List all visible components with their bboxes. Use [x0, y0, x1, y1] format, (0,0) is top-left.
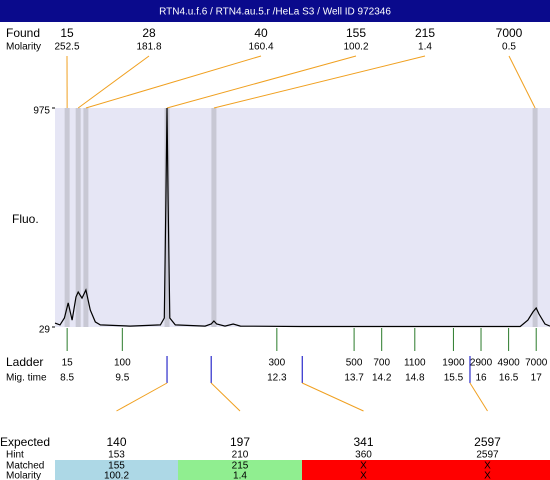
trace [54, 107, 550, 328]
y-tick-label: 29 [39, 325, 51, 336]
found-leader [213, 55, 426, 109]
expected-label: Expected [0, 435, 50, 449]
hint: 360 [355, 450, 372, 461]
found-molarity: 252.5 [54, 42, 79, 53]
found-size: 28 [142, 26, 156, 40]
expected-leader [116, 382, 168, 412]
found-size: 215 [415, 26, 435, 40]
expected-cell [55, 460, 179, 480]
found-leader [85, 55, 262, 109]
expected-cell [302, 460, 426, 480]
ladder-label: Ladder [6, 355, 43, 369]
y-tick-label: 975 [33, 106, 50, 117]
found-molarity: 1.4 [418, 42, 432, 53]
expected-leader [302, 382, 364, 412]
ladder-time-label: Mig. time [6, 373, 47, 384]
hint: 153 [108, 450, 125, 461]
expected-leader [469, 382, 488, 412]
hint: 2597 [476, 450, 499, 461]
header-bar [0, 0, 550, 22]
ladder-time: 14.8 [405, 373, 425, 384]
plot-area [55, 108, 550, 327]
ladder-size: 700 [373, 358, 390, 369]
chart-title: RTN4.u.f.6 / RTN4.au.5.r /HeLa S3 / Well… [159, 7, 391, 18]
matched: X [484, 461, 491, 472]
found-molarity-label: Molarity [6, 42, 41, 53]
ladder-size: 1100 [404, 358, 426, 369]
matched: 155 [108, 461, 125, 472]
found-size: 15 [60, 26, 74, 40]
expected-cell [425, 460, 550, 480]
found-band [211, 108, 217, 327]
found-molarity: 100.2 [343, 42, 368, 53]
y-axis-label: Fluo. [12, 212, 39, 226]
ladder-size: 4900 [497, 358, 520, 369]
ladder-time: 16 [475, 373, 487, 384]
ladder-size: 500 [346, 358, 363, 369]
ladder-time: 12.3 [267, 373, 287, 384]
ladder-time: 15.5 [444, 373, 464, 384]
found-band [164, 108, 170, 327]
expected-leader [210, 382, 241, 412]
found-band [83, 108, 89, 327]
expected-size: 140 [106, 435, 126, 449]
ladder-time: 16.5 [499, 373, 519, 384]
matched-label: Matched [6, 461, 44, 472]
ladder-time: 9.5 [115, 373, 129, 384]
ladder-size: 1900 [442, 358, 465, 369]
found-size: 155 [346, 26, 366, 40]
expected-molarity: X [360, 471, 367, 480]
found-band [64, 108, 70, 327]
found-leader [166, 55, 357, 109]
found-size: 40 [254, 26, 268, 40]
expected-size: 197 [230, 435, 250, 449]
found-molarity: 160.4 [248, 42, 273, 53]
found-leader [77, 55, 150, 109]
matched: 215 [232, 461, 249, 472]
ladder-size: 15 [62, 358, 74, 369]
found-band [532, 108, 538, 327]
found-band [75, 108, 81, 327]
expected-molarity-label: Molarity [6, 471, 41, 480]
found-molarity: 0.5 [502, 42, 516, 53]
ladder-size: 2900 [470, 358, 493, 369]
found-label: Found [6, 26, 40, 40]
ladder-time: 13.7 [344, 373, 364, 384]
expected-cell [178, 460, 303, 480]
found-leader [508, 55, 536, 109]
ladder-size: 100 [114, 358, 131, 369]
expected-size: 2597 [474, 435, 501, 449]
ladder-time: 17 [531, 373, 543, 384]
hint: 210 [232, 450, 249, 461]
ladder-time: 8.5 [60, 373, 74, 384]
found-molarity: 181.8 [136, 42, 161, 53]
ladder-size: 7000 [525, 358, 548, 369]
expected-molarity: 100.2 [104, 471, 129, 480]
expected-molarity: X [484, 471, 491, 480]
hint-label: Hint [6, 450, 24, 461]
ladder-size: 300 [268, 358, 285, 369]
ladder-time: 14.2 [372, 373, 392, 384]
expected-molarity: 1.4 [233, 471, 247, 480]
found-size: 7000 [496, 26, 523, 40]
expected-size: 341 [353, 435, 373, 449]
matched: X [360, 461, 367, 472]
